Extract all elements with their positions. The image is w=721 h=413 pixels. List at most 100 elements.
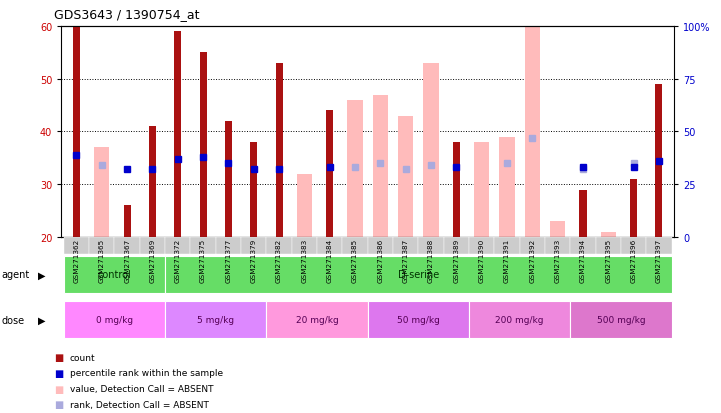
Bar <box>165 237 190 254</box>
Bar <box>500 138 515 237</box>
Bar <box>453 142 460 237</box>
Text: GDS3643 / 1390754_at: GDS3643 / 1390754_at <box>54 8 200 21</box>
Text: GSM271365: GSM271365 <box>99 238 105 282</box>
Bar <box>580 190 586 237</box>
Bar <box>267 237 292 254</box>
Bar <box>398 116 413 237</box>
Bar <box>570 301 671 339</box>
Text: ▶: ▶ <box>37 315 45 325</box>
Bar <box>368 301 469 339</box>
Text: GSM271372: GSM271372 <box>174 238 181 282</box>
Bar <box>474 142 490 237</box>
Text: count: count <box>70 353 96 362</box>
Text: GSM271383: GSM271383 <box>301 238 307 282</box>
Text: GSM271396: GSM271396 <box>631 238 637 282</box>
Bar <box>520 237 545 254</box>
Bar <box>250 142 257 237</box>
Bar <box>601 232 616 237</box>
Bar <box>596 237 621 254</box>
Text: rank, Detection Call = ABSENT: rank, Detection Call = ABSENT <box>70 400 209 409</box>
Text: GSM271394: GSM271394 <box>580 238 586 282</box>
Bar <box>630 180 637 237</box>
Text: ■: ■ <box>54 368 63 378</box>
Text: GSM271397: GSM271397 <box>656 238 662 282</box>
Text: GSM271362: GSM271362 <box>74 238 79 282</box>
Text: agent: agent <box>1 270 30 280</box>
Bar <box>149 127 156 237</box>
Text: GSM271386: GSM271386 <box>377 238 384 282</box>
Text: ■: ■ <box>54 352 63 362</box>
Bar <box>64 256 165 293</box>
Bar <box>292 237 317 254</box>
Bar <box>621 237 646 254</box>
Bar <box>545 237 570 254</box>
Bar <box>73 27 80 237</box>
Text: GSM271387: GSM271387 <box>403 238 409 282</box>
Bar <box>655 85 663 237</box>
Text: ▶: ▶ <box>37 270 45 280</box>
Bar <box>646 237 671 254</box>
Text: GSM271377: GSM271377 <box>226 238 231 282</box>
Text: D-serine: D-serine <box>398 270 439 280</box>
Bar <box>89 237 115 254</box>
Bar <box>94 148 110 237</box>
Bar <box>348 100 363 237</box>
Text: GSM271390: GSM271390 <box>479 238 485 282</box>
Text: dose: dose <box>1 315 25 325</box>
Text: GSM271385: GSM271385 <box>352 238 358 282</box>
Text: GSM271384: GSM271384 <box>327 238 332 282</box>
Text: value, Detection Call = ABSENT: value, Detection Call = ABSENT <box>70 384 213 393</box>
Text: GSM271379: GSM271379 <box>251 238 257 282</box>
Text: 50 mg/kg: 50 mg/kg <box>397 316 440 325</box>
Bar <box>443 237 469 254</box>
Bar <box>64 301 165 339</box>
Bar <box>525 27 540 237</box>
Bar <box>317 237 342 254</box>
Bar <box>140 237 165 254</box>
Bar <box>165 301 267 339</box>
Text: GSM271369: GSM271369 <box>149 238 156 282</box>
Text: ■: ■ <box>54 384 63 394</box>
Text: 5 mg/kg: 5 mg/kg <box>198 316 234 325</box>
Text: GSM271395: GSM271395 <box>606 238 611 282</box>
Text: percentile rank within the sample: percentile rank within the sample <box>70 368 223 377</box>
Text: GSM271393: GSM271393 <box>554 238 561 282</box>
Text: GSM271388: GSM271388 <box>428 238 434 282</box>
Bar <box>241 237 267 254</box>
Bar <box>64 237 89 254</box>
Text: GSM271391: GSM271391 <box>504 238 510 282</box>
Text: 0 mg/kg: 0 mg/kg <box>96 316 133 325</box>
Bar <box>216 237 241 254</box>
Bar <box>469 237 495 254</box>
Bar <box>342 237 368 254</box>
Bar <box>174 32 181 237</box>
Text: GSM271375: GSM271375 <box>200 238 206 282</box>
Bar <box>393 237 418 254</box>
Bar <box>469 301 570 339</box>
Text: GSM271382: GSM271382 <box>276 238 282 282</box>
Bar <box>326 111 333 237</box>
Bar <box>297 174 312 237</box>
Bar <box>275 64 283 237</box>
Bar <box>368 237 393 254</box>
Text: 200 mg/kg: 200 mg/kg <box>495 316 544 325</box>
Text: 20 mg/kg: 20 mg/kg <box>296 316 338 325</box>
Bar <box>165 256 671 293</box>
Text: control: control <box>97 270 131 280</box>
Bar <box>570 237 596 254</box>
Text: ■: ■ <box>54 399 63 409</box>
Bar <box>267 301 368 339</box>
Text: 500 mg/kg: 500 mg/kg <box>597 316 645 325</box>
Bar <box>225 121 232 237</box>
Bar <box>115 237 140 254</box>
Bar <box>418 237 443 254</box>
Bar <box>495 237 520 254</box>
Text: GSM271367: GSM271367 <box>124 238 130 282</box>
Text: GSM271389: GSM271389 <box>454 238 459 282</box>
Bar <box>123 206 131 237</box>
Bar <box>373 95 388 237</box>
Text: GSM271392: GSM271392 <box>529 238 535 282</box>
Bar <box>423 64 438 237</box>
Bar <box>550 222 565 237</box>
Bar <box>200 53 207 237</box>
